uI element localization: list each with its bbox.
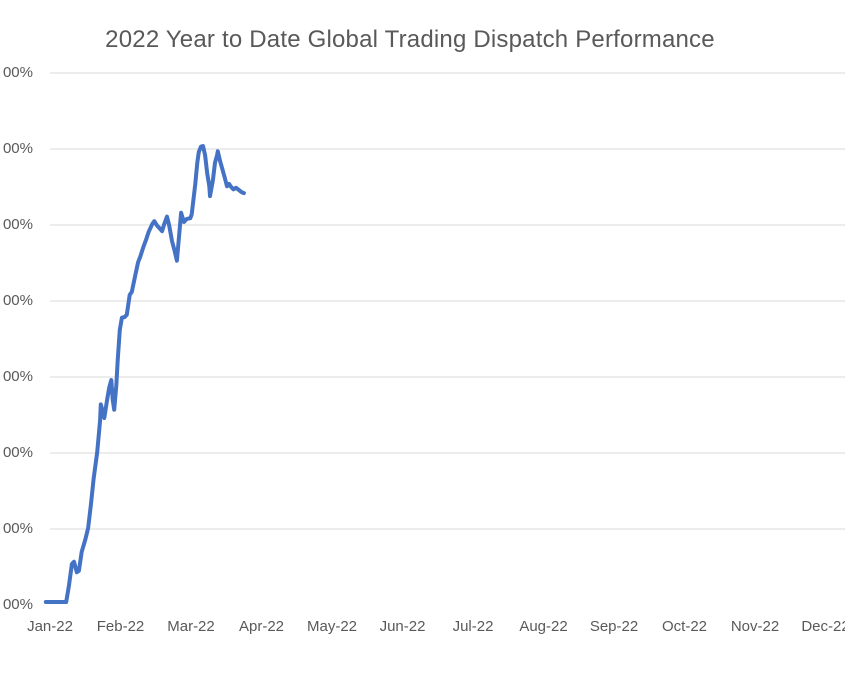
y-axis-tick-label: 00% (2, 140, 33, 157)
x-axis-tick-label: Feb-22 (96, 618, 145, 635)
x-axis-tick-label: Oct-22 (661, 618, 707, 635)
x-axis-tick-label: Mar-22 (167, 618, 215, 635)
performance-line (43, 144, 246, 604)
x-axis-tick-label: Nov-22 (730, 618, 780, 635)
y-axis-tick-label: 00% (2, 368, 33, 385)
chart-title: 2022 Year to Date Global Trading Dispatc… (105, 26, 715, 53)
y-axis-tick-label: 00% (2, 216, 33, 233)
y-axis-tick-label: 00% (2, 292, 33, 309)
x-axis-tick-label: Dec-22 (801, 618, 845, 635)
y-axis-tick-label: 00% (2, 596, 33, 613)
x-axis-tick-label: Apr-22 (238, 618, 285, 635)
y-axis-tick-label: 00% (2, 64, 33, 81)
y-axis-tick-label: 00% (2, 520, 33, 537)
x-axis-tick-label: Jan-22 (27, 618, 73, 635)
x-axis-tick-label: Jul-22 (452, 618, 494, 635)
x-axis-tick-label: Sep-22 (589, 618, 639, 635)
x-axis-tick-label: Aug-22 (519, 618, 568, 635)
x-axis-tick-label: May-22 (306, 618, 358, 635)
y-axis-tick-label: 00% (2, 444, 33, 461)
x-axis-tick-label: Jun-22 (379, 618, 426, 635)
gridlines (50, 72, 845, 530)
